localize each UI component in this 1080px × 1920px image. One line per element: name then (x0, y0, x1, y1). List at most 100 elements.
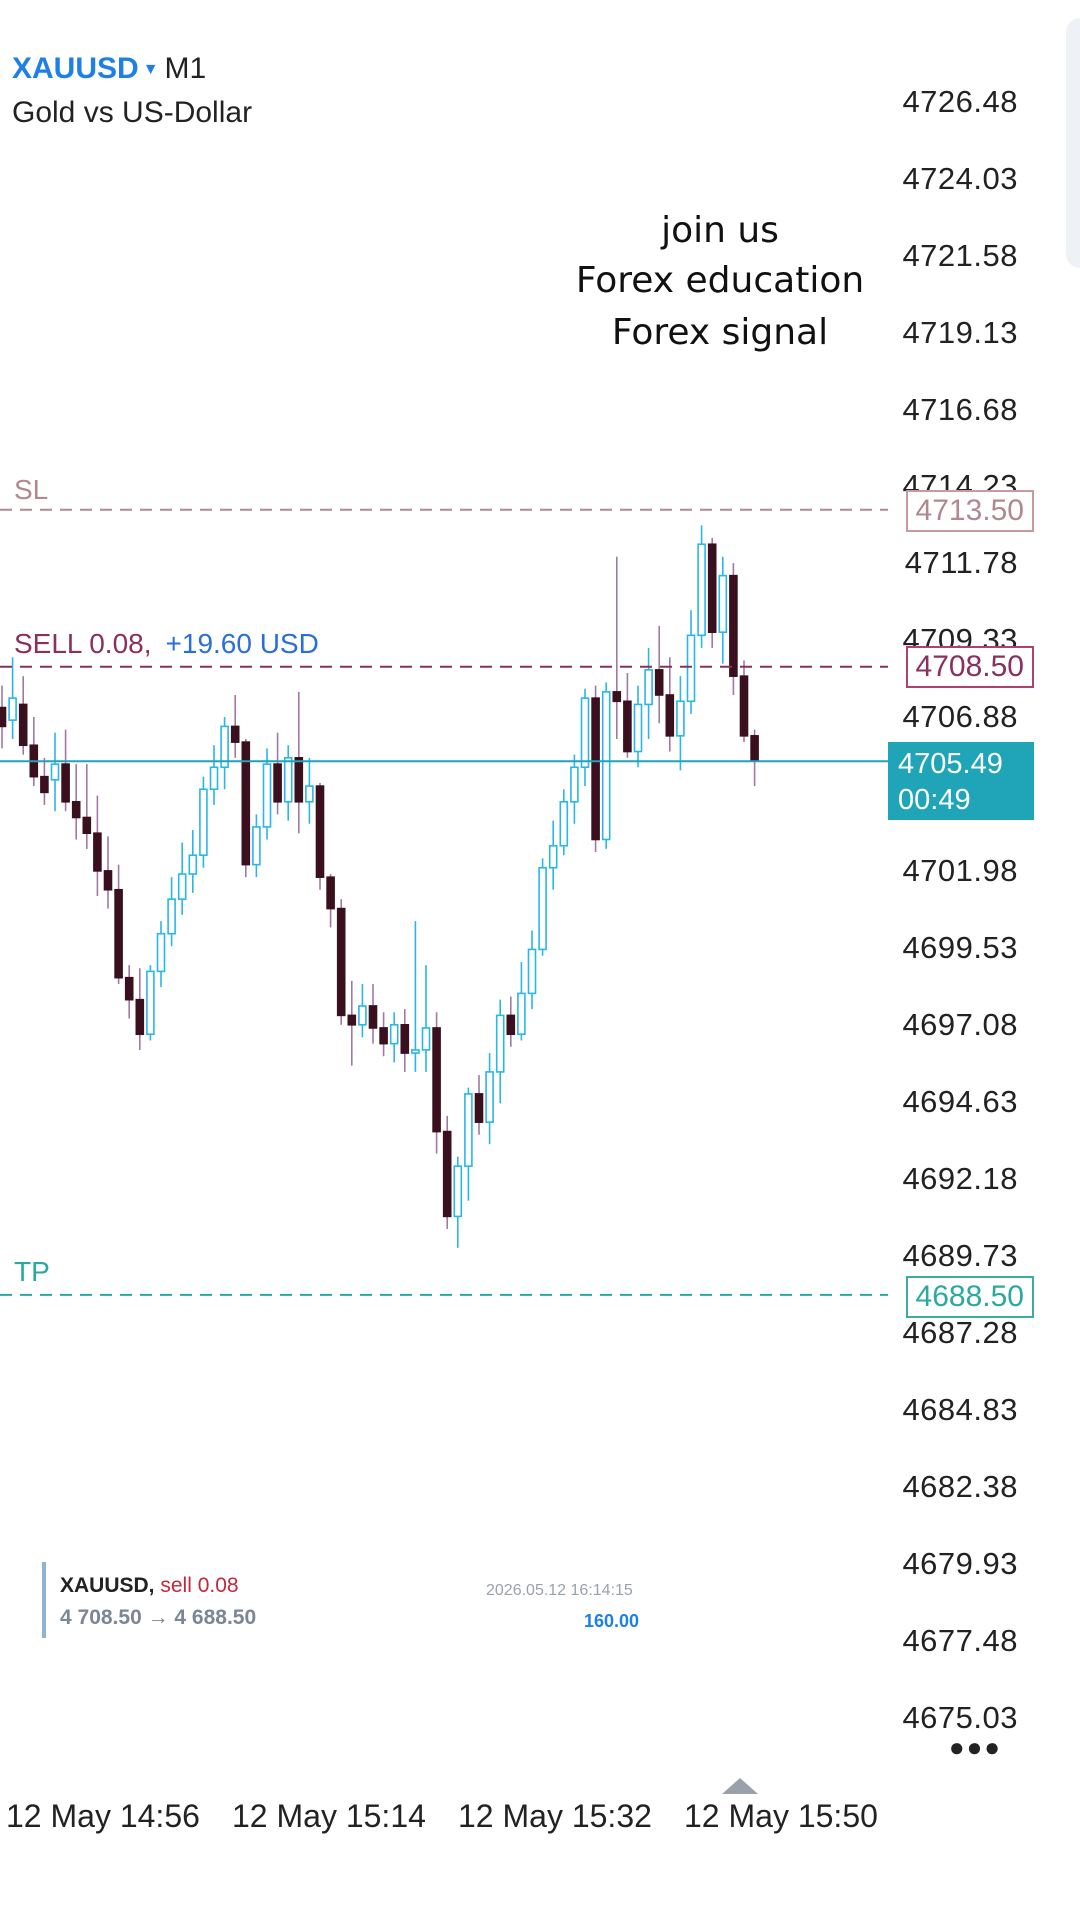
candle (559, 789, 569, 856)
side-scroll-tab[interactable] (1066, 18, 1080, 268)
candle (114, 864, 123, 984)
candle-body (326, 876, 335, 910)
candle-body (432, 1027, 441, 1133)
candle (50, 732, 60, 812)
time-axis-label: 12 May 14:56 (6, 1798, 200, 1834)
candle-body (421, 1027, 431, 1051)
candle (570, 754, 579, 824)
candle-body (453, 1165, 463, 1218)
candle (40, 757, 49, 805)
symbol-selector[interactable]: XAUUSD ▼ M1 (12, 52, 206, 86)
candle (739, 660, 749, 743)
candle (188, 830, 198, 893)
candle-body (389, 1024, 399, 1045)
candle (18, 676, 28, 755)
candle (156, 921, 166, 988)
candle (729, 563, 738, 696)
candle (82, 764, 92, 849)
candle (305, 757, 314, 824)
trade-info-marker (42, 1562, 46, 1638)
caret-down-icon[interactable]: ▼ (142, 61, 159, 79)
price-tick: 4697.08 (902, 1007, 1018, 1042)
candle (177, 842, 187, 915)
candle-body (612, 691, 622, 703)
candle (124, 965, 134, 1019)
candle (400, 1009, 410, 1072)
candle-body (358, 1005, 367, 1026)
more-dots-icon[interactable]: ●●● (948, 1732, 1002, 1762)
candle (326, 874, 335, 928)
candle (273, 732, 282, 815)
candle-body (241, 741, 251, 866)
candle (527, 930, 537, 1010)
candle-body (156, 932, 166, 973)
candle (495, 999, 505, 1104)
candle (485, 1053, 494, 1145)
candle-body (283, 757, 293, 803)
candle (612, 556, 622, 739)
candle-body (464, 1093, 473, 1167)
candle-body (347, 1014, 357, 1026)
candle (379, 1012, 388, 1057)
candle-body (644, 669, 653, 706)
candle (442, 1115, 452, 1229)
symbol-name[interactable]: XAUUSD (12, 52, 139, 85)
current-price: 4705.49 (898, 748, 1003, 780)
price-tick: 4675.03 (902, 1700, 1018, 1735)
candle-body (601, 691, 611, 841)
candle (135, 968, 145, 1050)
candle-body (697, 543, 706, 637)
price-tick: 4682.38 (902, 1469, 1018, 1504)
up-triangle-icon[interactable] (722, 1778, 758, 1794)
candle-body (103, 870, 113, 891)
candle (464, 1087, 473, 1201)
candle-body (114, 888, 123, 979)
price-tick: 4726.48 (902, 84, 1018, 119)
entry-price-box[interactable]: 4708.50 (905, 646, 1034, 688)
candle-body (707, 543, 717, 633)
candle (750, 729, 759, 787)
candle-body (527, 948, 537, 995)
candle-body (8, 697, 17, 721)
candle-body (199, 788, 208, 856)
candle (103, 836, 113, 909)
sl-label[interactable]: SL (14, 474, 49, 505)
time-axis-label: 12 May 15:32 (458, 1798, 652, 1834)
candle-body (718, 574, 728, 633)
candle-body (50, 763, 60, 781)
candle (686, 610, 696, 714)
candle (146, 965, 155, 1041)
candle-body (93, 832, 102, 872)
candle (506, 996, 516, 1047)
sell-order-label[interactable]: SELL 0.08, +19.60 USD (14, 628, 319, 660)
candle-body (82, 816, 92, 835)
trade-points: 160.00 (584, 1611, 640, 1631)
price-tick: 4679.93 (902, 1546, 1018, 1581)
candle (336, 899, 346, 1025)
sl-price-box[interactable]: 4713.50 (905, 490, 1034, 532)
candle (676, 676, 685, 771)
timeframe-label[interactable]: M1 (164, 52, 207, 85)
candle-body (188, 854, 198, 875)
price-tick: 4684.83 (902, 1392, 1018, 1427)
candle-body (40, 775, 49, 794)
promo-line-3: Forex signal (611, 312, 829, 353)
candle-body (548, 844, 558, 869)
candle (538, 858, 547, 956)
candle-body (167, 898, 176, 935)
price-tick: 4689.73 (902, 1238, 1018, 1273)
trade-info-title[interactable]: XAUUSD, sell 0.08 (60, 1574, 239, 1598)
candle-body (591, 697, 600, 841)
sell-order-text: SELL 0.08, (14, 628, 152, 659)
price-chart[interactable] (0, 0, 890, 1780)
symbol-description: Gold vs US-Dollar (12, 96, 253, 129)
candle (61, 729, 70, 812)
candle-body (676, 700, 685, 737)
candle (0, 685, 7, 749)
tp-label[interactable]: TP (14, 1256, 50, 1287)
tp-price-box[interactable]: 4688.50 (905, 1276, 1034, 1318)
trade-symbol: XAUUSD, (60, 1574, 155, 1597)
price-tick: 4692.18 (902, 1161, 1018, 1196)
candle (633, 685, 643, 768)
